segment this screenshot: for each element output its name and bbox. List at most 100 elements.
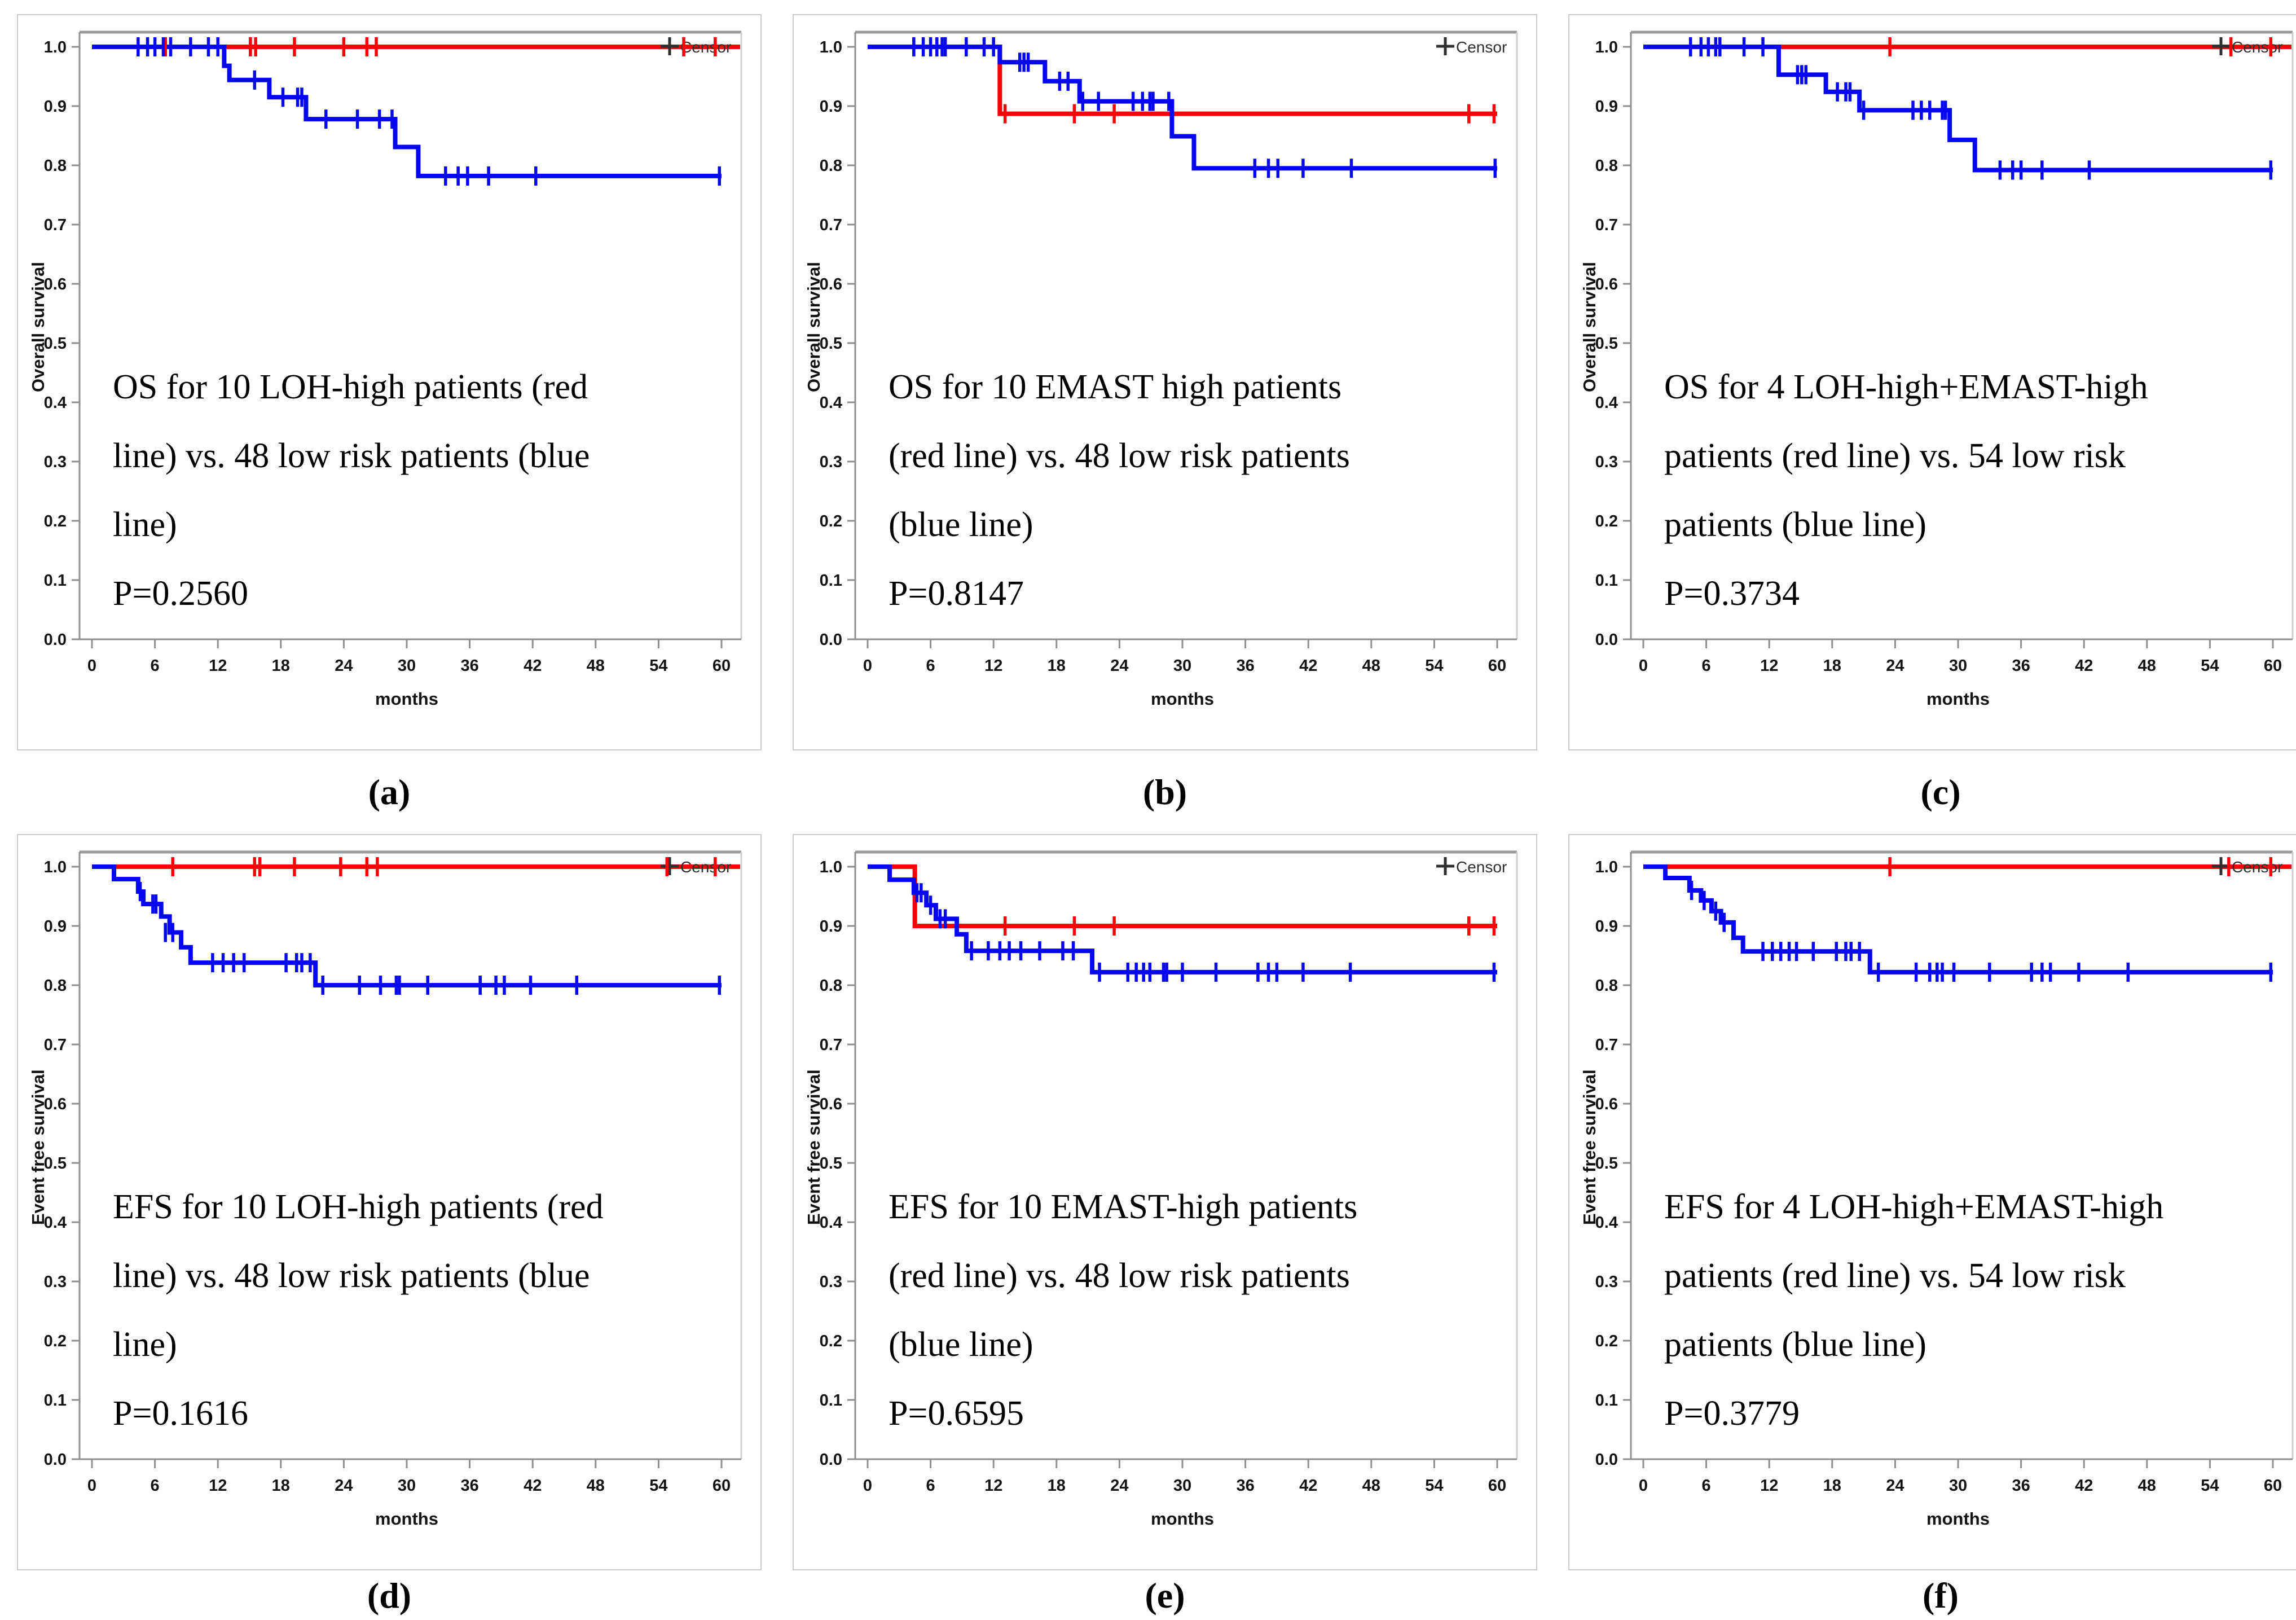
p-value: P=0.8147 — [889, 574, 1024, 613]
svg-text:0.1: 0.1 — [820, 1391, 842, 1410]
annotation-line: OS for 10 LOH-high patients (red — [113, 368, 588, 406]
svg-text:0.8: 0.8 — [1595, 157, 1618, 175]
svg-text:1.0: 1.0 — [44, 858, 67, 876]
svg-text:0.2: 0.2 — [44, 1332, 67, 1350]
svg-text:1.0: 1.0 — [1595, 38, 1618, 56]
svg-text:months: months — [1151, 1509, 1214, 1529]
svg-text:0.8: 0.8 — [44, 977, 67, 995]
svg-text:36: 36 — [1236, 1477, 1254, 1495]
panel-label-b: (b) — [1142, 772, 1187, 812]
annotation-line: patients (blue line) — [1664, 506, 1926, 544]
svg-text:42: 42 — [2075, 657, 2093, 675]
svg-text:12: 12 — [1760, 1477, 1778, 1495]
y-axis-label: Event free survival — [28, 1069, 48, 1225]
svg-text:24: 24 — [1886, 1477, 1904, 1495]
svg-text:6: 6 — [926, 1477, 935, 1495]
svg-text:0.6: 0.6 — [44, 1095, 67, 1113]
svg-text:30: 30 — [1173, 1477, 1191, 1495]
p-value: P=0.3734 — [1664, 574, 1800, 613]
svg-text:0.8: 0.8 — [44, 157, 67, 175]
annotation-text: EFS for 4 LOH-high+EMAST-high patients (… — [1664, 1173, 2296, 1448]
svg-text:0.2: 0.2 — [1595, 512, 1618, 530]
svg-text:Censor: Censor — [680, 858, 731, 876]
svg-text:30: 30 — [1949, 1477, 1967, 1495]
annotation-line: (blue line) — [889, 1325, 1033, 1364]
svg-text:Censor: Censor — [2232, 858, 2282, 876]
svg-text:0.1: 0.1 — [1595, 572, 1618, 590]
svg-text:6: 6 — [1702, 1477, 1711, 1495]
annotation-line: patients (red line) vs. 54 low risk — [1664, 1257, 2126, 1295]
annotation-text: EFS for 10 LOH-high patients (red line) … — [113, 1173, 756, 1448]
svg-text:0.1: 0.1 — [44, 1391, 67, 1410]
svg-text:36: 36 — [1236, 657, 1254, 675]
svg-text:1.0: 1.0 — [820, 38, 842, 56]
svg-text:0.8: 0.8 — [820, 977, 842, 995]
svg-text:0.7: 0.7 — [44, 1036, 67, 1054]
svg-text:0.9: 0.9 — [820, 917, 842, 936]
panel-label-f: (f) — [1923, 1575, 1959, 1615]
svg-text:Censor: Censor — [1456, 858, 1507, 876]
svg-text:30: 30 — [398, 657, 416, 675]
svg-text:48: 48 — [2138, 1477, 2156, 1495]
svg-text:36: 36 — [460, 1477, 478, 1495]
svg-text:60: 60 — [1488, 1477, 1506, 1495]
svg-text:Censor: Censor — [2232, 38, 2282, 56]
svg-text:54: 54 — [1425, 657, 1443, 675]
svg-text:42: 42 — [1299, 1477, 1317, 1495]
p-value: P=0.2560 — [113, 574, 248, 613]
svg-text:30: 30 — [1173, 657, 1191, 675]
svg-text:0.2: 0.2 — [820, 512, 842, 530]
svg-text:0.7: 0.7 — [1595, 1036, 1618, 1054]
svg-text:1.0: 1.0 — [820, 858, 842, 876]
km-chart-e: 1.0 0.9 0.8 0.7 0.6 0.5 0.4 0.3 0.2 0.1 0.0 0 6 12 18 2… — [820, 850, 1518, 1529]
svg-text:12: 12 — [984, 657, 1002, 675]
svg-text:54: 54 — [2201, 657, 2219, 675]
annotation-line: line) vs. 48 low risk patients (blue — [113, 1257, 590, 1295]
annotation-line: EFS for 4 LOH-high+EMAST-high — [1664, 1188, 2164, 1226]
svg-text:24: 24 — [335, 657, 353, 675]
svg-text:0: 0 — [87, 657, 96, 675]
svg-text:0.7: 0.7 — [820, 1036, 842, 1054]
y-axis-label: Overall survival — [28, 262, 48, 393]
svg-text:0.9: 0.9 — [820, 98, 842, 116]
svg-text:0.8: 0.8 — [820, 157, 842, 175]
top-row-labels: (a) (b) (c) — [17, 750, 2279, 834]
svg-text:36: 36 — [2012, 1477, 2030, 1495]
svg-text:0.6: 0.6 — [820, 275, 842, 293]
svg-text:0.5: 0.5 — [820, 335, 842, 353]
svg-text:0.3: 0.3 — [44, 1273, 67, 1291]
svg-text:42: 42 — [1299, 657, 1317, 675]
svg-text:0.0: 0.0 — [1595, 1451, 1618, 1469]
svg-text:0: 0 — [863, 657, 872, 675]
km-chart-d: 1.0 0.9 0.8 0.7 0.6 0.5 0.4 0.3 0.2 0.1 0.0 0 6 12 18 2… — [44, 850, 742, 1529]
svg-text:6: 6 — [151, 1477, 160, 1495]
svg-text:0.6: 0.6 — [44, 275, 67, 293]
km-panel-f: 1.0 0.9 0.8 0.7 0.6 0.5 0.4 0.3 0.2 0.1 0.0 0 6 12 18 2… — [1568, 834, 2296, 1570]
svg-text:0.7: 0.7 — [44, 216, 67, 234]
svg-text:0.0: 0.0 — [1595, 631, 1618, 649]
svg-text:0: 0 — [87, 1477, 96, 1495]
annotation-line: line) — [113, 1325, 177, 1364]
svg-text:months: months — [1151, 689, 1214, 709]
svg-text:12: 12 — [209, 1477, 227, 1495]
svg-text:0.5: 0.5 — [1595, 335, 1618, 353]
svg-text:18: 18 — [272, 657, 290, 675]
svg-text:0: 0 — [1639, 657, 1648, 675]
km-chart-a: 1.0 0.9 0.8 0.7 0.6 0.5 0.4 0.3 0.2 0.1 0.0 0 6 12 18 2… — [44, 30, 742, 709]
svg-text:0.5: 0.5 — [820, 1154, 842, 1173]
bottom-row-labels: (d) (e) (f) — [17, 1570, 2279, 1620]
bottom-row: 1.0 0.9 0.8 0.7 0.6 0.5 0.4 0.3 0.2 0.1 0.0 0 6 12 18 2… — [17, 834, 2296, 1570]
svg-text:0.9: 0.9 — [1595, 98, 1618, 116]
svg-text:0.7: 0.7 — [1595, 216, 1618, 234]
svg-text:0.8: 0.8 — [1595, 977, 1618, 995]
svg-text:12: 12 — [984, 1477, 1002, 1495]
p-value: P=0.1616 — [113, 1394, 248, 1433]
svg-text:0.5: 0.5 — [1595, 1154, 1618, 1173]
km-panel-b: 1.0 0.9 0.8 0.7 0.6 0.5 0.4 0.3 0.2 0.1 0.0 0 6 12 18 2… — [793, 14, 1537, 750]
svg-text:0.5: 0.5 — [44, 335, 67, 353]
svg-text:0.1: 0.1 — [44, 572, 67, 590]
svg-text:0.3: 0.3 — [1595, 453, 1618, 471]
svg-text:0.0: 0.0 — [820, 631, 842, 649]
svg-text:36: 36 — [460, 657, 478, 675]
